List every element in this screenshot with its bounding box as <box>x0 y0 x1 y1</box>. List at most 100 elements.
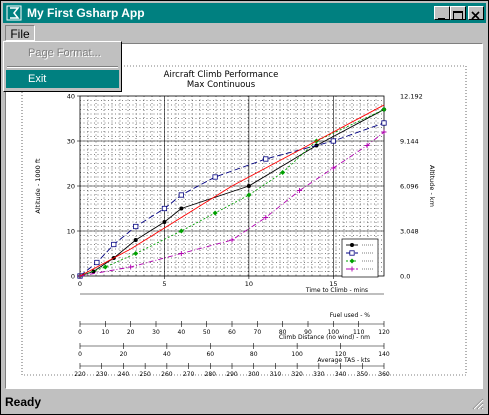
data-point <box>349 266 355 272</box>
secondary-x-tick-label: 20 <box>120 351 128 358</box>
secondary-x-tick-label: 20 <box>127 329 135 336</box>
chart-legend <box>341 238 379 278</box>
secondary-x-tick-label: 300 <box>248 371 260 378</box>
secondary-x-tick-label: 250 <box>139 371 151 378</box>
data-point <box>349 258 355 264</box>
data-point <box>381 120 387 126</box>
data-point <box>229 237 235 243</box>
secondary-x-tick-label: 310 <box>270 371 282 378</box>
secondary-x-tick-label: 350 <box>357 371 369 378</box>
y-right-tick-label: 6.096 <box>400 183 419 191</box>
minimize-icon <box>438 18 445 20</box>
data-point <box>330 165 336 171</box>
data-point <box>133 251 139 256</box>
resize-grip-icon[interactable] <box>472 398 484 410</box>
y-right-tick-label: 0.0 <box>400 273 410 281</box>
secondary-x-axis-label: Fuel used - % <box>330 312 371 319</box>
secondary-x-tick-label: 60 <box>206 351 214 358</box>
menu-item-exit[interactable]: Exit <box>6 70 119 88</box>
secondary-x-tick-label: 330 <box>313 371 325 378</box>
data-point <box>162 220 167 224</box>
y-right-tick-label: 12.192 <box>400 93 423 101</box>
data-point <box>263 156 269 162</box>
data-point <box>330 138 336 144</box>
data-point <box>381 107 387 112</box>
secondary-x-tick-label: 0 <box>78 351 82 358</box>
title-bar[interactable]: My First Gsharp App <box>3 3 486 23</box>
data-point <box>246 184 251 188</box>
y-left-tick-label: 10 <box>67 228 75 236</box>
status-text: Ready <box>5 395 42 409</box>
minimize-button[interactable] <box>434 6 450 20</box>
secondary-x-tick-label: 270 <box>183 371 195 378</box>
secondary-x-tick-label: 340 <box>335 371 347 378</box>
series-layer <box>77 104 387 279</box>
x-tick-label: 5 <box>162 280 166 288</box>
data-point <box>161 205 168 212</box>
secondary-x-tick-label: 320 <box>291 371 303 378</box>
y-left-tick-label: 30 <box>67 138 75 146</box>
series-line-4 <box>79 131 385 277</box>
x-tick-label: 10 <box>245 280 253 288</box>
data-point <box>297 188 303 193</box>
secondary-x-tick-label: 260 <box>161 371 173 378</box>
secondary-x-tick-label: 40 <box>178 329 186 336</box>
secondary-x-axis-label: Climb Distance (no wind) - nm <box>279 334 370 341</box>
data-point <box>349 250 355 256</box>
menu-bar: File <box>3 24 486 42</box>
data-point <box>179 206 184 211</box>
maximize-icon <box>453 11 463 20</box>
menu-file[interactable]: File <box>5 25 35 41</box>
app-icon <box>6 5 22 21</box>
data-point <box>364 143 370 148</box>
secondary-x-tick-label: 60 <box>228 329 236 336</box>
data-point <box>128 264 134 270</box>
menu-item-page-format[interactable]: Page Format... <box>28 47 101 59</box>
secondary-x-tick-label: 10 <box>102 329 110 336</box>
close-icon <box>471 11 480 20</box>
secondary-x-tick-label: 240 <box>118 371 130 378</box>
secondary-x-tick-label: 70 <box>254 329 262 336</box>
data-point <box>111 241 117 248</box>
status-bar: Ready <box>3 392 486 412</box>
chart-svg: 0 10 20 30 40 Altitude - 1000 ft 0.0 3.048 6.096… <box>21 65 467 378</box>
secondary-x-tick-label: 120 <box>378 329 390 336</box>
secondary-x-tick-label: 100 <box>328 329 340 336</box>
data-point <box>102 264 108 270</box>
file-dropdown-menu: Page Format... Exit <box>3 41 122 92</box>
secondary-x-tick-label: 360 <box>378 371 390 378</box>
secondary-x-tick-label: 120 <box>335 351 347 358</box>
chart-canvas: 0 10 20 30 40 Altitude - 1000 ft 0.0 3.048 6.096… <box>5 43 483 389</box>
data-point <box>178 192 184 198</box>
secondary-x-tick-label: 0 <box>78 329 82 336</box>
x-tick-label: 0 <box>78 280 82 288</box>
menu-separator <box>7 66 118 68</box>
data-point <box>178 228 184 234</box>
y-left-tick-label: 20 <box>67 183 75 191</box>
data-point <box>350 243 354 247</box>
y-left-tick-label: 40 <box>67 93 75 101</box>
data-point <box>94 259 100 266</box>
data-point <box>133 223 139 230</box>
secondary-x-tick-label: 50 <box>203 329 211 336</box>
secondary-x-tick-label: 100 <box>291 351 303 358</box>
page-border <box>21 65 467 376</box>
data-point <box>212 174 218 180</box>
window-title: My First Gsharp App <box>27 6 145 20</box>
secondary-x-tick-label: 30 <box>152 329 160 336</box>
secondary-x-tick-label: 230 <box>96 371 108 378</box>
maximize-button[interactable] <box>450 6 466 20</box>
data-point <box>381 129 387 135</box>
x-axis-label: Time to Climb - mins <box>305 287 368 294</box>
secondary-x-tick-label: 110 <box>353 329 365 336</box>
secondary-x-tick-label: 140 <box>378 351 390 358</box>
secondary-x-tick-label: 80 <box>250 351 258 358</box>
data-point <box>246 192 252 198</box>
y-right-tick-label: 3.048 <box>400 228 419 236</box>
y-left-axis-label: Altitude - 1000 ft <box>34 158 42 214</box>
secondary-x-axis-label: Average TAS - kts <box>317 357 370 364</box>
data-point <box>91 269 96 274</box>
close-button[interactable] <box>468 6 484 20</box>
secondary-x-tick-label: 280 <box>205 371 217 378</box>
